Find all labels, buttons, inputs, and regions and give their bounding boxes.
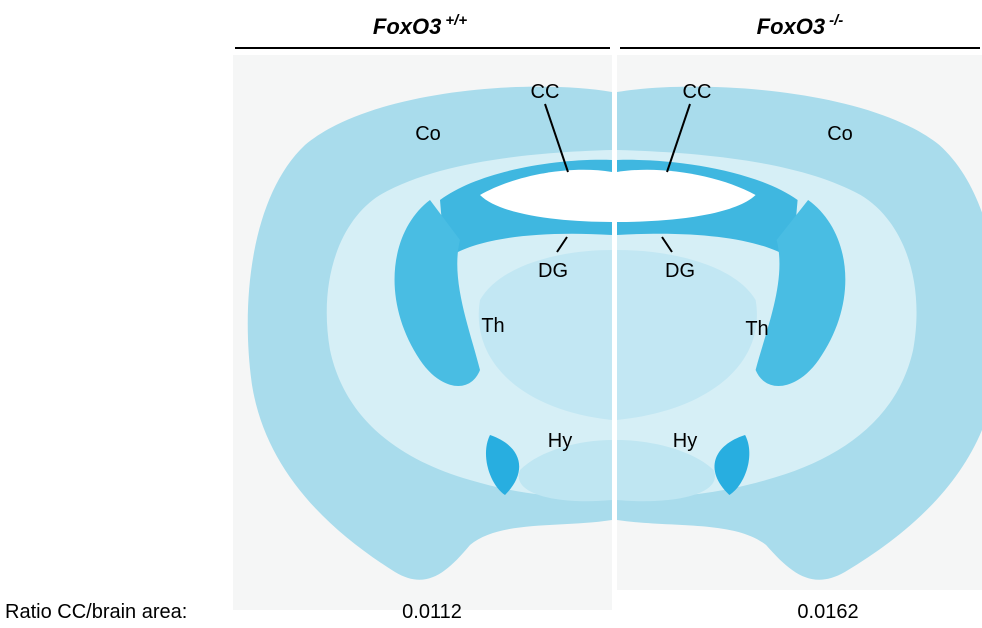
ratio-value: 0.0162 <box>797 601 858 623</box>
region-label: Th <box>481 315 504 337</box>
ratio-label: Ratio CC/brain area: <box>5 601 187 623</box>
panel-title: FoxO3 -/- <box>757 12 844 39</box>
region-label: Hy <box>673 430 697 452</box>
region-label: Th <box>745 318 768 340</box>
genotype: FoxO3 <box>757 14 825 39</box>
genotype: FoxO3 <box>373 14 441 39</box>
region-label: Hy <box>548 430 572 452</box>
region-label: Co <box>415 123 441 145</box>
ratio-value: 0.0112 <box>402 601 462 623</box>
region-label: Co <box>827 123 853 145</box>
region-label: CC <box>531 81 560 103</box>
panel-title: FoxO3+/+ <box>373 12 467 39</box>
region-label: DG <box>538 260 568 282</box>
genotype-superscript: -/- <box>829 12 843 29</box>
figure: FoxO3+/+ FoxO3-/- CC Co DG Th Hy CC Co D… <box>0 0 982 628</box>
page: FoxO3+/+ FoxO3-/- CC Co DG Th Hy CC Co D… <box>0 0 982 628</box>
region-label: CC <box>683 81 712 103</box>
genotype-superscript: +/+ <box>445 12 467 29</box>
region-label: DG <box>665 260 695 282</box>
